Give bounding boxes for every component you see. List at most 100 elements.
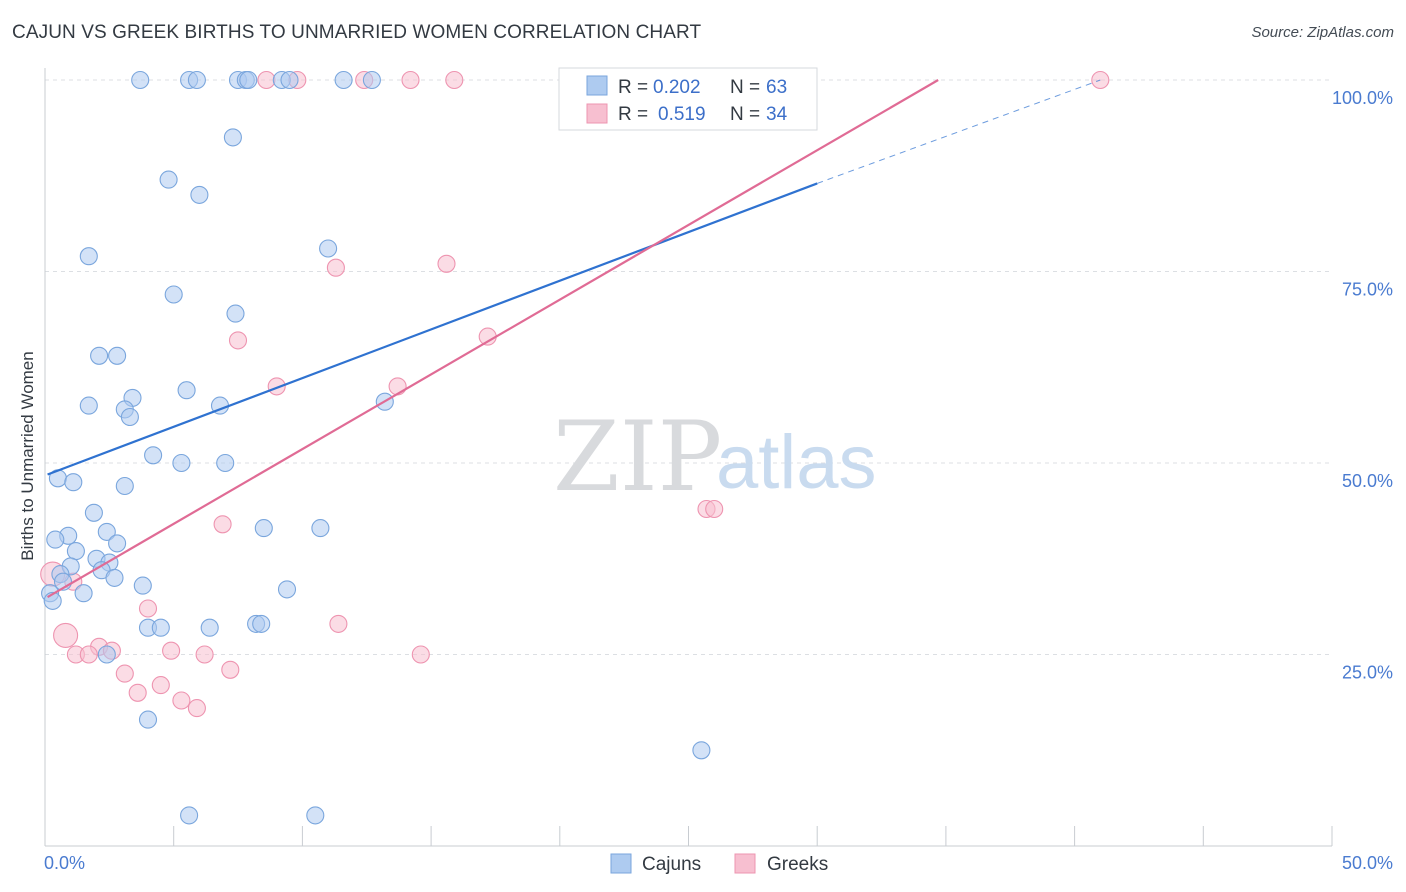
legend-n-label-greeks: N = — [730, 104, 765, 125]
y-tick-label-25: 25.0% — [1342, 663, 1393, 683]
cajun-point-59 — [692, 741, 711, 760]
greek-point-7 — [437, 254, 456, 273]
cajun-point-19 — [177, 381, 196, 400]
x-tick-label-max: 50.0% — [1342, 853, 1393, 873]
series-legend-swatch-cajuns — [610, 853, 632, 874]
cajun-point-37 — [97, 522, 116, 541]
watermark: ZIP atlas — [553, 401, 877, 513]
greek-point-19 — [53, 622, 79, 648]
scatter-points — [40, 70, 1110, 825]
cajun-point-31 — [115, 476, 134, 496]
series-legend-swatch-greeks — [734, 853, 756, 874]
y-axis-title: Births to Unmarried Women — [18, 351, 37, 560]
cajun-point-2 — [187, 70, 206, 90]
greek-point-4 — [445, 70, 464, 90]
cajun-point-24 — [120, 407, 139, 427]
legend-swatch-cajuns — [586, 75, 608, 96]
cajun-point-36 — [46, 530, 65, 549]
cajun-point-0 — [131, 70, 150, 90]
legend-r-value-greeks: 0.519 — [658, 104, 706, 125]
cajun-point-49 — [74, 584, 93, 603]
cajun-point-13 — [319, 239, 338, 258]
cajun-point-5 — [239, 70, 258, 90]
cajun-point-28 — [216, 453, 235, 473]
cajun-point-7 — [280, 70, 299, 90]
cajun-trend-extension — [817, 79, 1101, 184]
greek-point-28 — [221, 660, 240, 679]
x-tick-label-min: 0.0% — [44, 853, 85, 873]
source-label: Source: ZipAtlas.com — [1251, 24, 1394, 41]
cajun-point-39 — [66, 542, 85, 561]
series-legend-label-greeks: Greeks — [767, 854, 828, 875]
legend-n-label-cajuns: N = — [730, 77, 765, 98]
cajun-point-14 — [79, 247, 98, 266]
cajun-point-61 — [306, 806, 325, 825]
cajun-point-58 — [138, 710, 158, 729]
legend-n-value-cajuns: 63 — [766, 77, 787, 98]
legend-r-label-cajuns: R = — [618, 77, 653, 98]
greek-point-23 — [195, 645, 214, 664]
cajun-point-17 — [90, 346, 109, 365]
greek-point-3 — [401, 70, 420, 90]
stats-legend: R = 0.202 N = 63 R = 0.519 N = 34 — [558, 67, 818, 131]
cajun-point-33 — [254, 519, 273, 538]
greek-point-31 — [172, 691, 191, 710]
cajun-point-27 — [172, 453, 191, 473]
cajun-point-9 — [362, 70, 381, 90]
cajun-point-21 — [79, 396, 98, 415]
cajun-point-48 — [277, 580, 297, 599]
cajun-point-53 — [151, 618, 170, 637]
legend-r-label-greeks: R = — [618, 104, 653, 125]
cajun-trend-line — [47, 182, 818, 476]
cajun-point-15 — [164, 285, 183, 304]
axes — [44, 68, 1333, 847]
greek-point-18 — [329, 614, 348, 633]
greek-point-10 — [267, 377, 286, 396]
greek-point-14 — [213, 515, 232, 534]
greek-point-26 — [411, 645, 430, 664]
cajun-point-12 — [190, 185, 209, 204]
chart-title: CAJUN VS GREEK BIRTHS TO UNMARRIED WOMEN… — [12, 22, 702, 43]
cajun-point-38 — [108, 534, 127, 553]
watermark-zip: ZIP — [553, 401, 722, 513]
cajun-point-60 — [180, 806, 199, 825]
tick-labels: 25.0% 50.0% 75.0% 100.0% 0.0% 50.0% — [44, 88, 1393, 873]
series-legend: Cajuns Greeks — [610, 853, 828, 875]
greek-point-32 — [187, 699, 206, 718]
cajun-point-56 — [252, 614, 271, 633]
y-tick-label-75: 75.0% — [1342, 280, 1393, 300]
cajun-point-10 — [223, 128, 242, 147]
greek-point-17 — [138, 599, 158, 618]
legend-n-value-greeks: 34 — [766, 104, 788, 125]
cajun-point-57 — [97, 645, 116, 664]
greek-point-8 — [228, 331, 248, 350]
cajun-point-32 — [84, 503, 103, 522]
greek-point-27 — [115, 664, 134, 683]
cajun-point-47 — [133, 576, 152, 595]
y-tick-label-50: 50.0% — [1342, 471, 1393, 491]
series-legend-label-cajuns: Cajuns — [642, 854, 701, 875]
cajun-point-18 — [108, 346, 127, 365]
greek-trend-line — [47, 79, 939, 599]
legend-swatch-greeks — [586, 103, 608, 124]
cajun-point-34 — [311, 519, 330, 538]
cajun-point-16 — [226, 304, 245, 323]
watermark-atlas: atlas — [716, 420, 877, 505]
cajun-point-30 — [64, 473, 83, 492]
trend-lines — [47, 79, 1101, 599]
cajun-point-8 — [334, 70, 353, 90]
greek-point-29 — [151, 676, 170, 695]
cajun-point-11 — [159, 170, 178, 189]
greek-point-13 — [705, 499, 724, 519]
greek-point-30 — [128, 683, 147, 702]
cajun-point-54 — [200, 618, 219, 637]
greek-point-6 — [326, 258, 345, 277]
cajun-point-26 — [144, 446, 163, 465]
greek-point-11 — [388, 377, 407, 396]
greek-point-22 — [162, 641, 181, 660]
grid-lines — [45, 79, 1332, 655]
legend-r-value-cajuns: 0.202 — [653, 77, 701, 98]
y-tick-label-100: 100.0% — [1332, 88, 1393, 108]
cajun-point-45 — [105, 568, 124, 587]
